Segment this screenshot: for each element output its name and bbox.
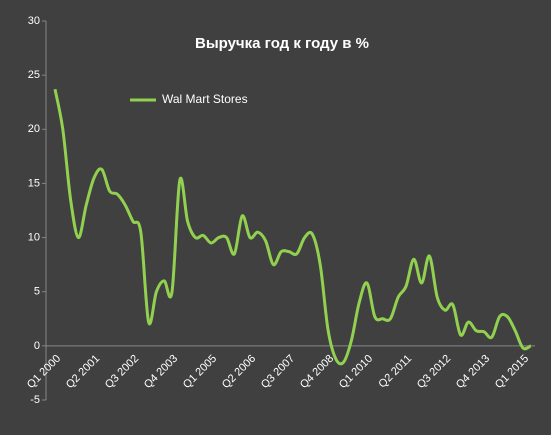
chart-title: Выручка год к году в % xyxy=(195,35,369,52)
y-tick-label: 25 xyxy=(28,69,40,81)
y-tick-label: 30 xyxy=(28,15,40,27)
legend-label: Wal Mart Stores xyxy=(162,92,248,106)
series-line xyxy=(53,88,532,366)
y-tick-label: 20 xyxy=(28,123,40,135)
y-tick-label: -5 xyxy=(30,394,40,406)
y-tick-label: 15 xyxy=(28,177,40,189)
y-tick-label: 5 xyxy=(34,286,40,298)
y-tick-label: 10 xyxy=(28,231,40,243)
y-tick-label: 0 xyxy=(34,340,40,352)
